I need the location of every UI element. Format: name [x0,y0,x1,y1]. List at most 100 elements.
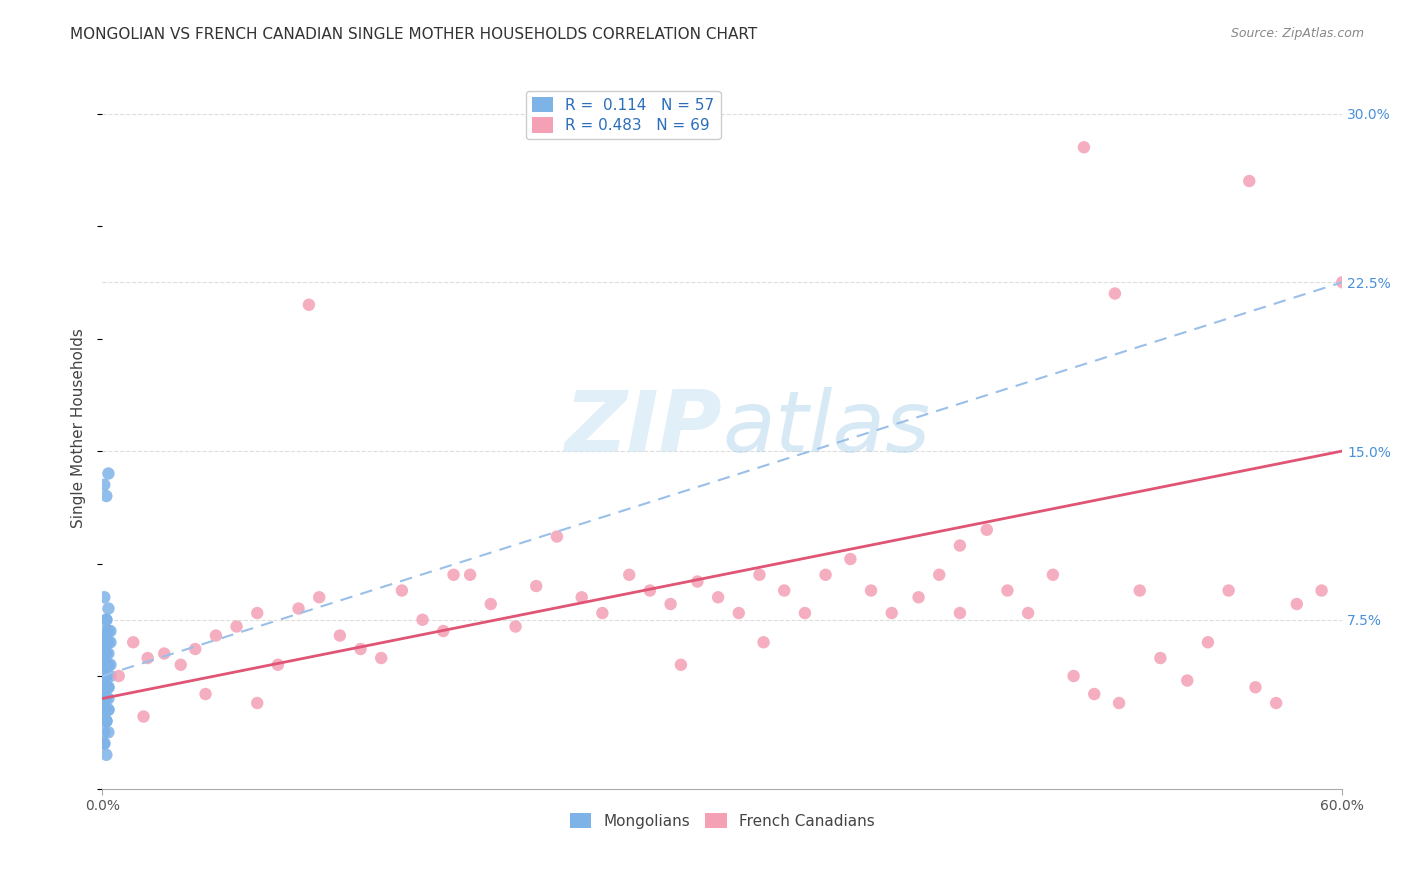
Point [458,567,481,582]
Point [100,657,122,672]
Point [1063,669,1085,683]
Point [96,635,118,649]
Point [1197,635,1219,649]
Point [949,539,972,553]
Point [225,619,247,633]
Point [93,737,115,751]
Point [93,691,115,706]
Point [136,651,159,665]
Point [93,669,115,683]
Point [93,691,115,706]
Point [93,680,115,694]
Point [976,523,998,537]
Point [1149,651,1171,665]
Point [97,703,120,717]
Point [100,624,122,638]
Point [727,606,749,620]
Point [814,567,837,582]
Point [97,601,120,615]
Point [349,642,371,657]
Point [96,635,118,649]
Point [308,591,330,605]
Point [591,606,613,620]
Text: MONGOLIAN VS FRENCH CANADIAN SINGLE MOTHER HOUSEHOLDS CORRELATION CHART: MONGOLIAN VS FRENCH CANADIAN SINGLE MOTH… [70,27,758,42]
Point [96,669,118,683]
Point [205,628,228,642]
Text: ZIP: ZIP [565,387,723,470]
Point [839,552,862,566]
Point [93,657,115,672]
Point [93,703,115,717]
Point [1129,583,1152,598]
Point [1017,606,1039,620]
Point [1244,680,1267,694]
Point [907,591,929,605]
Point [619,567,641,582]
Point [1310,583,1333,598]
Point [707,591,730,605]
Point [93,669,115,683]
Point [93,737,115,751]
Point [93,691,115,706]
Point [93,703,115,717]
Point [1218,583,1240,598]
Point [96,657,118,672]
Point [793,606,815,620]
Point [669,657,692,672]
Point [391,583,413,598]
Point [122,635,145,649]
Point [96,669,118,683]
Point [107,669,129,683]
Legend: Mongolians, French Canadians: Mongolians, French Canadians [564,806,880,835]
Point [96,657,118,672]
Point [96,714,118,728]
Point [170,657,193,672]
Y-axis label: Single Mother Households: Single Mother Households [72,328,86,528]
Point [97,467,120,481]
Text: atlas: atlas [723,387,931,470]
Point [370,651,392,665]
Point [479,597,502,611]
Point [443,567,465,582]
Point [1042,567,1064,582]
Point [97,657,120,672]
Point [153,647,176,661]
Point [96,669,118,683]
Point [949,606,972,620]
Point [96,489,118,503]
Point [97,703,120,717]
Point [96,714,118,728]
Point [505,619,527,633]
Point [287,601,309,615]
Point [93,635,115,649]
Point [524,579,547,593]
Point [571,591,593,605]
Point [752,635,775,649]
Point [997,583,1019,598]
Point [412,613,434,627]
Point [96,647,118,661]
Point [100,669,122,683]
Point [1083,687,1105,701]
Point [659,597,682,611]
Point [298,298,321,312]
Point [96,747,118,762]
Point [1073,140,1095,154]
Point [97,680,120,694]
Point [93,725,115,739]
Point [246,696,269,710]
Point [748,567,770,582]
Point [1108,696,1130,710]
Point [880,606,903,620]
Point [96,613,118,627]
Point [194,687,217,701]
Point [97,680,120,694]
Point [1104,286,1126,301]
Point [96,628,118,642]
Point [773,583,796,598]
Point [1239,174,1261,188]
Point [93,624,115,638]
Point [96,680,118,694]
Point [93,647,115,661]
Point [860,583,883,598]
